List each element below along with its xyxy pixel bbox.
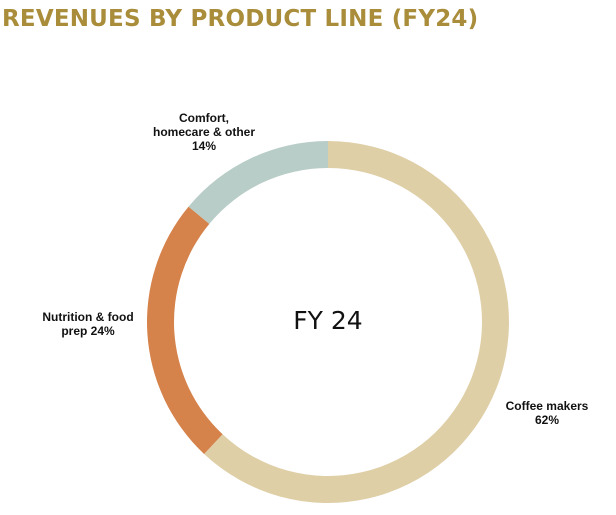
center-label: FY 24 xyxy=(293,306,362,335)
slice-label-line: Comfort, xyxy=(179,111,229,125)
slice-label-line: 62% xyxy=(535,413,559,427)
slice-label-line: prep 24% xyxy=(61,324,115,338)
slice-comfort-homecare-other xyxy=(188,141,328,224)
slice-label-line: Coffee makers xyxy=(506,399,589,413)
slice-labels: Coffee makers 62% Nutrition & food prep 24%… xyxy=(42,111,588,427)
donut-slices xyxy=(146,141,509,503)
slice-label-comfort-homecare-other: Comfort, homecare & other 14% xyxy=(153,111,255,153)
slice-coffee-makers xyxy=(204,141,509,503)
slice-label-line: homecare & other xyxy=(153,125,255,139)
slice-label-line: Nutrition & food xyxy=(42,310,133,324)
slice-nutrition-food-prep xyxy=(146,206,223,454)
slice-label-line: 14% xyxy=(192,139,216,153)
slice-label-nutrition-food-prep: Nutrition & food prep 24% xyxy=(42,310,133,338)
chart-title: REVENUES BY PRODUCT LINE (FY24) xyxy=(2,6,479,32)
slice-label-coffee-makers: Coffee makers 62% xyxy=(506,399,589,427)
